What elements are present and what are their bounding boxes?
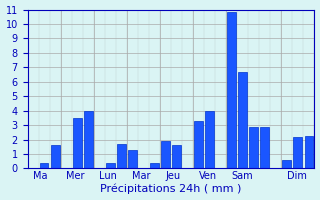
Bar: [260, 127, 269, 168]
Bar: [172, 145, 181, 168]
Bar: [194, 121, 203, 168]
Bar: [128, 150, 137, 168]
Bar: [161, 141, 170, 168]
Bar: [238, 72, 247, 168]
Bar: [293, 137, 302, 168]
Bar: [40, 163, 49, 168]
Bar: [51, 145, 60, 168]
Bar: [283, 160, 291, 168]
Bar: [106, 163, 115, 168]
Bar: [73, 118, 82, 168]
Bar: [227, 12, 236, 168]
Bar: [205, 111, 214, 168]
Bar: [249, 127, 258, 168]
Bar: [150, 163, 159, 168]
Bar: [117, 144, 126, 168]
Bar: [84, 111, 92, 168]
Bar: [305, 136, 313, 168]
X-axis label: Précipitations 24h ( mm ): Précipitations 24h ( mm ): [100, 184, 242, 194]
